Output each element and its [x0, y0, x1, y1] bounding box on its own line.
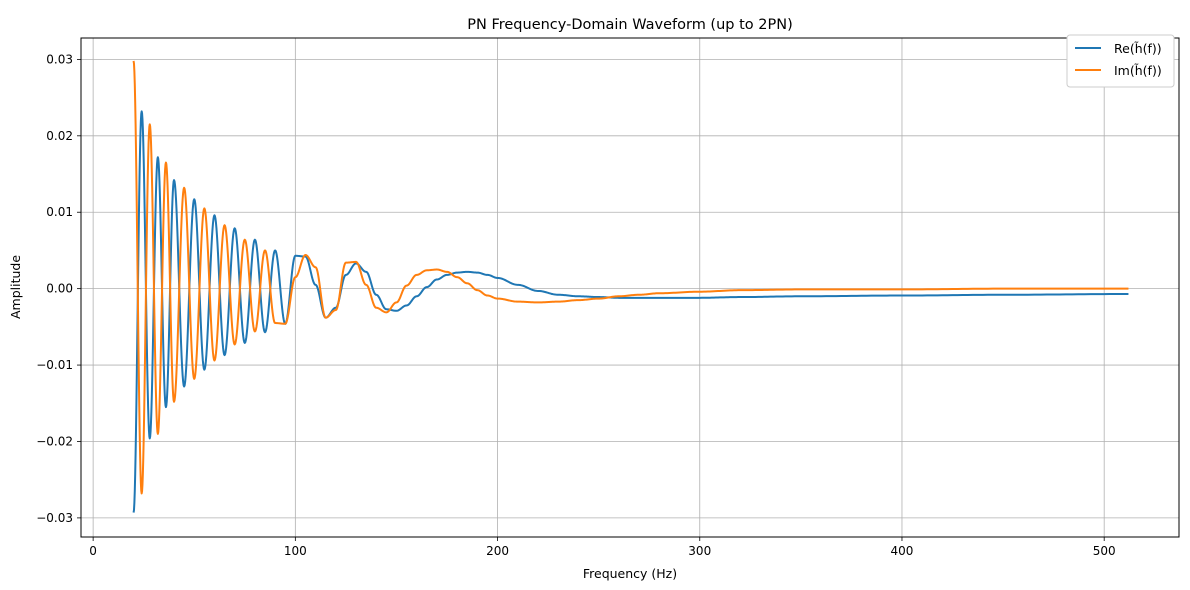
y-tick-label: −0.02: [36, 434, 73, 448]
y-tick-label: 0.03: [46, 52, 73, 66]
x-tick-label: 400: [891, 544, 914, 558]
x-tick-label: 500: [1093, 544, 1116, 558]
y-tick-label: −0.03: [36, 511, 73, 525]
legend-label-im: Im(h̃(f)): [1114, 63, 1162, 78]
ticks: 0 100 200 300 400 500 −0.03 −0.02 −0.01 0.00 0.01 0…: [36, 52, 1115, 558]
x-axis-label: Frequency (Hz): [583, 566, 677, 581]
y-tick-label: 0.02: [46, 129, 73, 143]
chart-title: PN Frequency-Domain Waveform (up to 2PN): [467, 17, 792, 33]
y-tick-label: −0.01: [36, 358, 73, 372]
x-tick-label: 100: [284, 544, 307, 558]
x-tick-label: 300: [688, 544, 711, 558]
series-line-im: [132, 60, 1129, 495]
legend: Re(h̃(f)) Im(h̃(f)): [1066, 34, 1175, 88]
x-tick-label: 0: [89, 544, 97, 558]
x-tick-label: 200: [486, 544, 509, 558]
y-axis-label: Amplitude: [8, 255, 23, 319]
series-layer: [132, 60, 1129, 513]
y-tick-label: 0.01: [46, 205, 73, 219]
legend-label-re: Re(h̃(f)): [1114, 41, 1162, 56]
y-tick-label: 0.00: [46, 282, 73, 296]
plot-frame: [80, 37, 1180, 538]
